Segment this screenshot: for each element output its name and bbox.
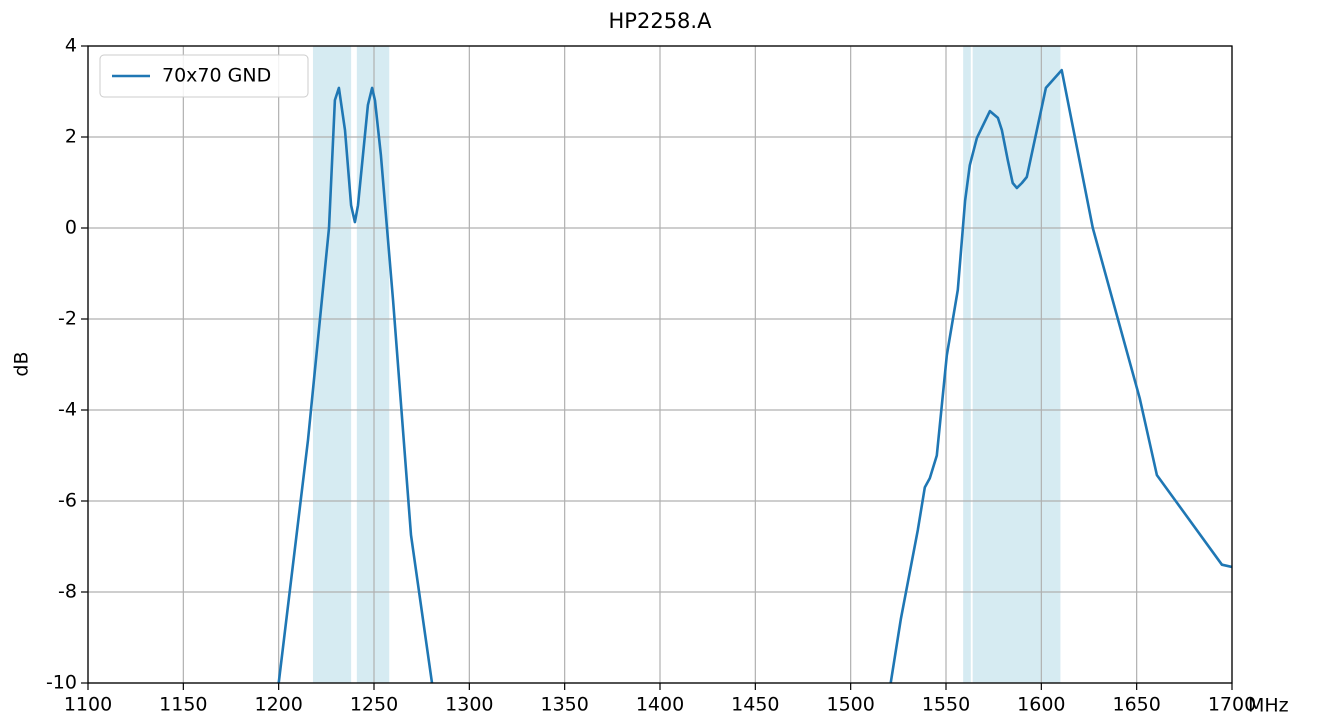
y-tick-label: -6 xyxy=(58,490,77,512)
legend: 70x70 GND xyxy=(99,54,309,98)
plot-frame xyxy=(87,45,1233,684)
x-tick-label: 1300 xyxy=(445,694,493,716)
x-tick-label: 1550 xyxy=(922,694,970,716)
chart-title: HP2258.A xyxy=(609,9,713,33)
x-tick-label: 1100 xyxy=(64,694,112,716)
x-tick-label: 1650 xyxy=(1112,694,1160,716)
y-tick-label: 4 xyxy=(65,35,77,57)
y-tick-label: 2 xyxy=(65,126,77,148)
y-axis-label: dB xyxy=(11,351,33,376)
x-tick-label: 1600 xyxy=(1017,694,1065,716)
x-tick-label: 1700 xyxy=(1208,694,1256,716)
y-tick-label: 0 xyxy=(65,217,77,239)
x-tick-label: 1450 xyxy=(731,694,779,716)
x-tick-label: 1200 xyxy=(254,694,302,716)
x-tick-label: 1250 xyxy=(350,694,398,716)
legend-box xyxy=(99,54,309,98)
legend-label: 70x70 GND xyxy=(162,65,271,87)
y-tick-label: -4 xyxy=(58,399,77,421)
y-tick-label: -2 xyxy=(58,308,77,330)
band xyxy=(972,46,1061,683)
band xyxy=(356,46,390,683)
x-tick-label: 1350 xyxy=(540,694,588,716)
data-line xyxy=(277,68,1232,683)
x-tick-label: 1150 xyxy=(159,694,207,716)
band xyxy=(963,46,971,683)
y-tick-label: -8 xyxy=(58,581,77,603)
y-tick-label: -10 xyxy=(46,672,77,694)
x-tick-label: 1500 xyxy=(826,694,874,716)
x-tick-label: 1400 xyxy=(636,694,684,716)
x-axis-label: MHz xyxy=(1248,695,1289,717)
